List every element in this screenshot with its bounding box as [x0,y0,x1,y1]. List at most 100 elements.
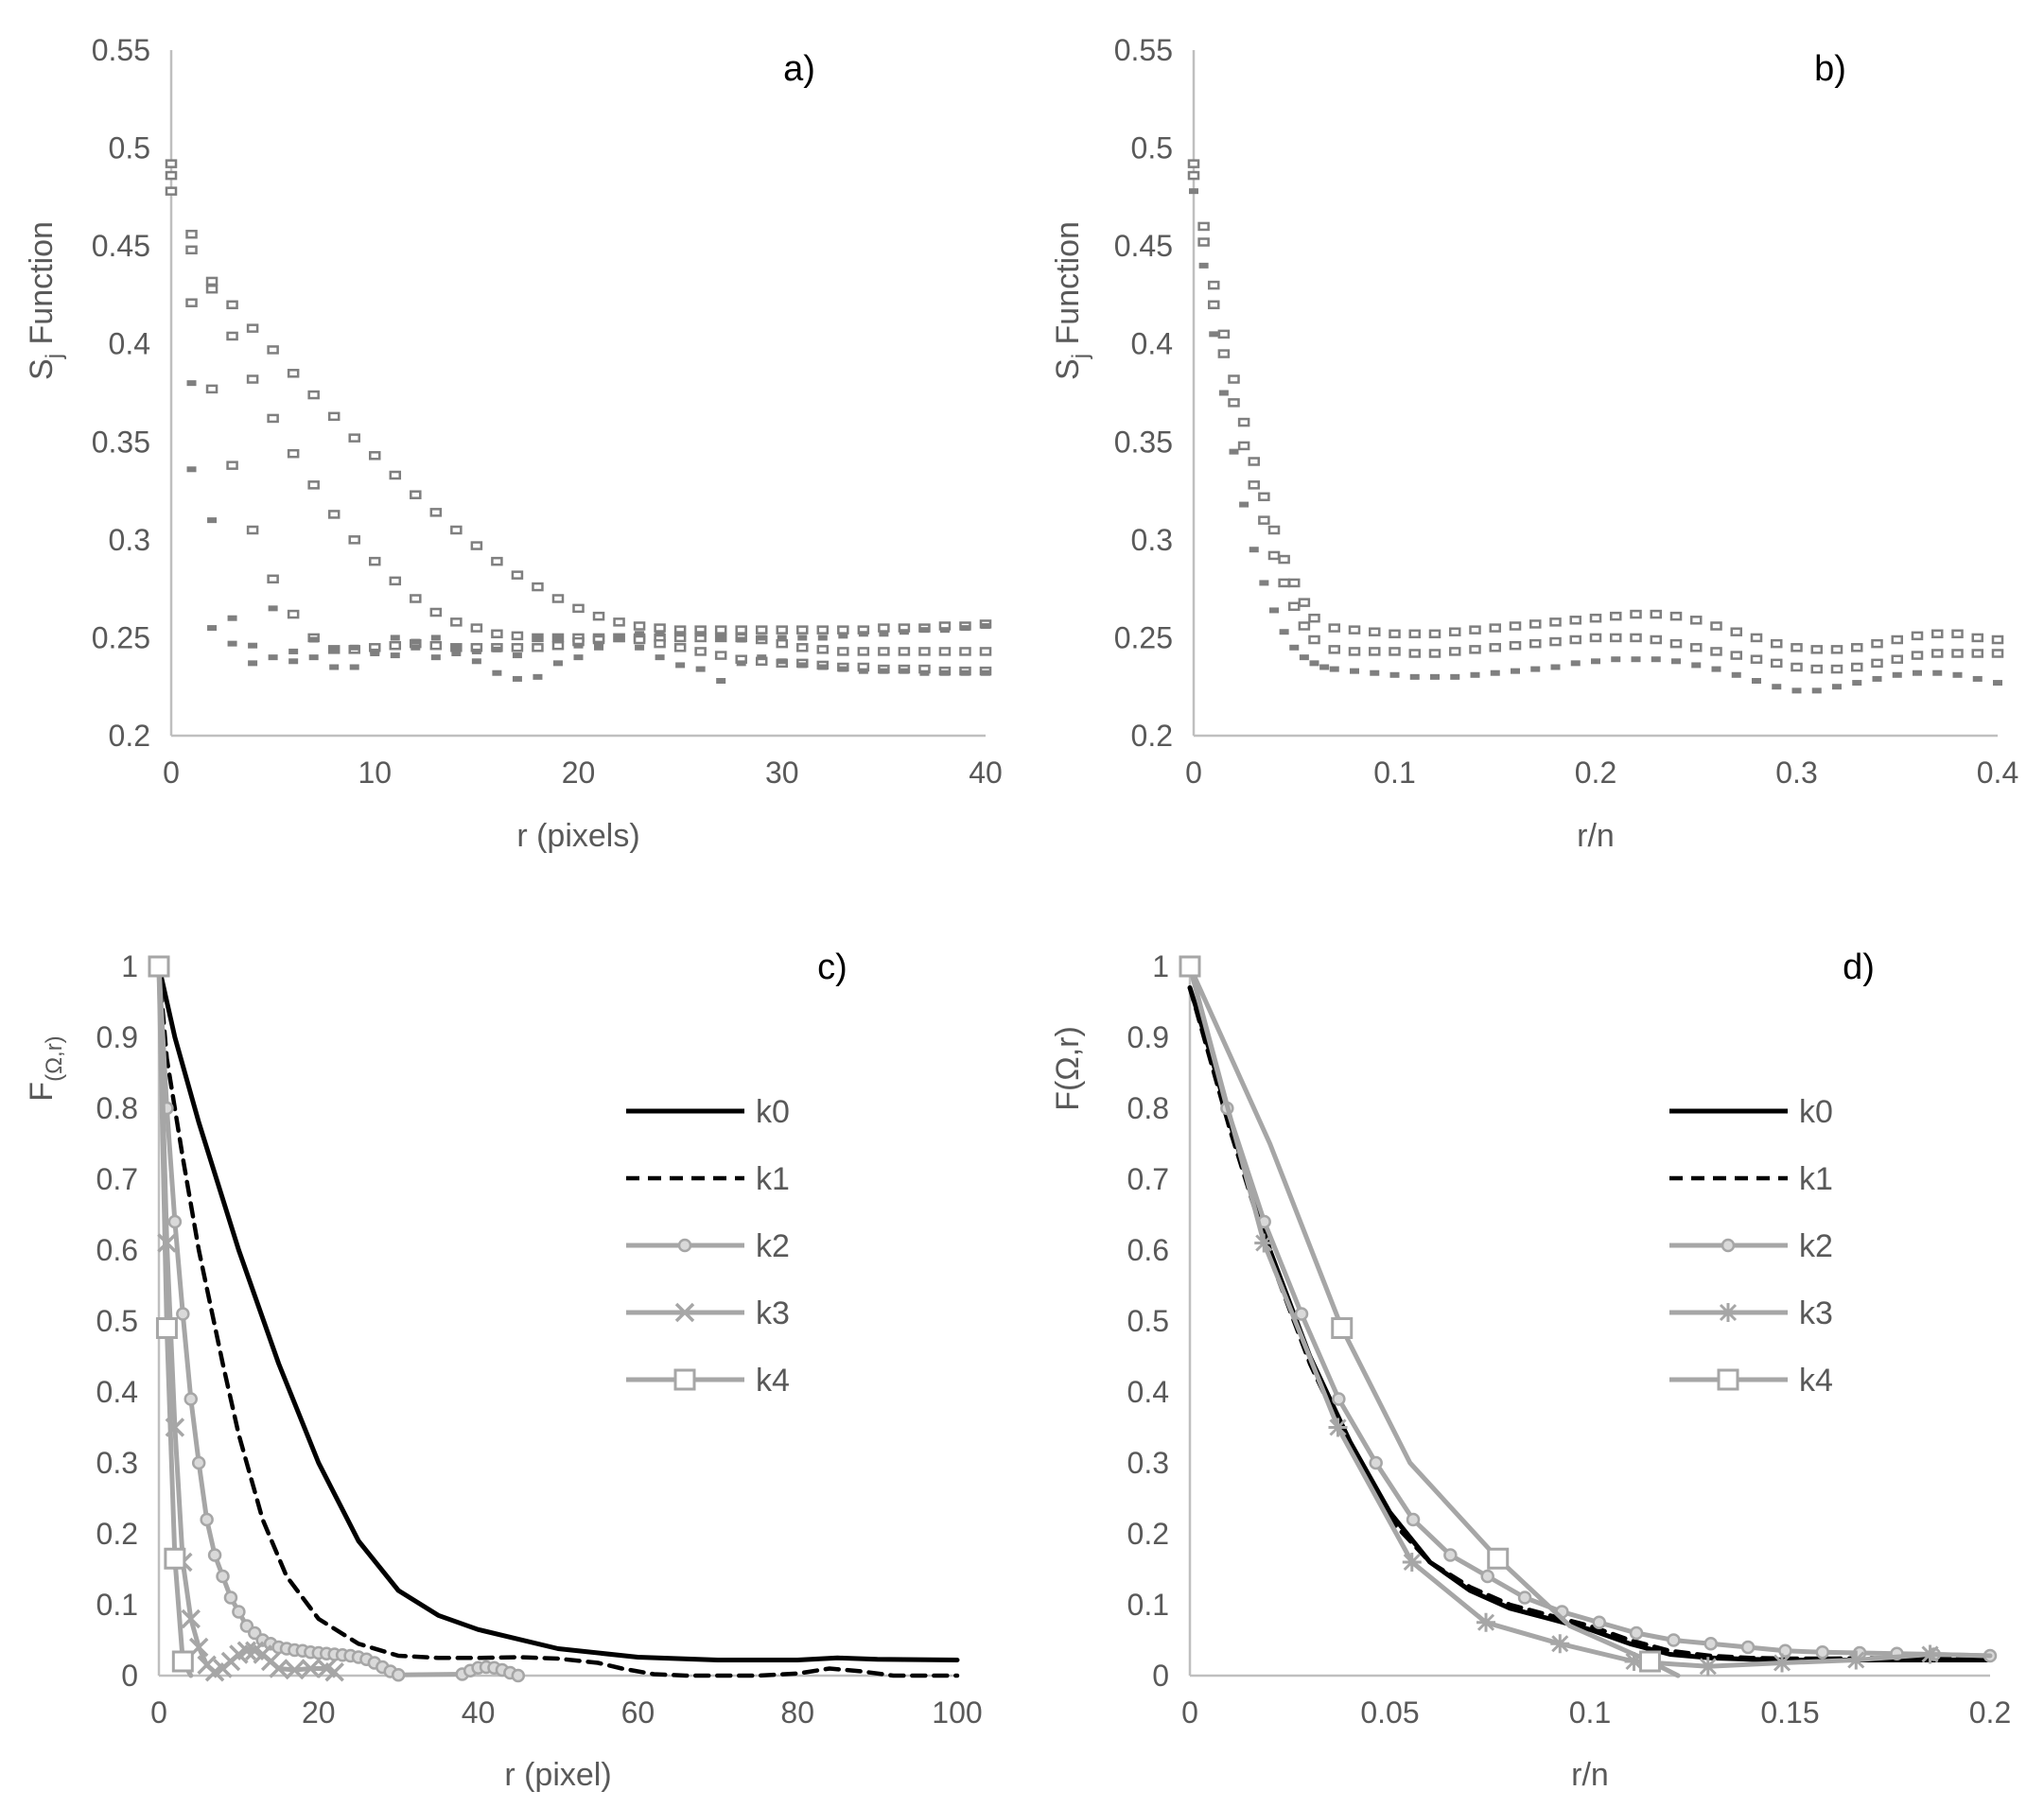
panel-b-point [1189,188,1198,195]
panel-a-point [207,517,218,524]
panel-a-point [226,331,238,341]
panel-b-y-tick-label: 0.25 [1114,620,1173,654]
panel-a-point [695,631,706,637]
panel-b-point [1350,668,1359,674]
panel-a-point [268,605,278,612]
panel-b-point [1972,675,1983,682]
panel-d-marker-k2 [1332,1392,1346,1406]
panel-b-point [1217,329,1231,339]
panel-a-point [714,625,727,635]
panel-a-point [307,480,320,490]
panel-b-point [1208,300,1220,310]
panel-b-point [1589,613,1602,623]
panel-b-point [1530,666,1541,672]
panel-b-point [1489,623,1501,633]
panel-c-legend-marker [673,1368,696,1391]
panel-a-point [511,631,524,641]
panel-a-point [511,570,524,580]
panel-a-point [573,654,584,661]
panel-a-point [185,229,198,239]
panel-a-point [939,669,950,676]
panel-d-y-tick-label: 0.3 [1127,1446,1169,1480]
panel-d-y-tick-label: 1 [1152,949,1169,983]
panel-a-point [470,623,483,633]
panel-a-point [205,276,218,287]
panel-b-series-middle [1187,170,2004,674]
panel-b-point [1450,673,1460,680]
panel-d-x-tick-label: 0.2 [1969,1695,2011,1730]
panel-d-y-tick-label: 0 [1152,1659,1169,1693]
panel-a-point [248,642,258,649]
panel-a-point [512,652,522,659]
panel-b-y-tick-label: 0.45 [1114,229,1173,263]
panel-d-y-axis-label: F(Ω,r) [1050,1026,1086,1111]
panel-b-point [1911,631,1924,641]
panel-a-series-s4 [186,380,990,684]
panel-c-line-f-vs-r-pixel: 0 0.1 0.2 0.3 0.4 0.5 0.6 0.7 0.8 0.9 1 0 20 40 60 80 10… [24,947,983,1793]
panel-a-point [960,669,970,676]
panel-b-point [1871,638,1883,649]
panel-a-point [451,644,462,651]
panel-c-marker-k3 [324,1662,344,1682]
panel-d-marker-k2 [1740,1640,1756,1655]
panel-d-marker-k3 [1254,1233,1274,1253]
panel-b-point [1650,609,1662,619]
panel-b-point [1267,550,1281,561]
panel-c-legend-marker [674,1302,695,1323]
panel-a-point [838,633,848,639]
panel-d-line-k1 [1187,985,1993,1661]
panel-c-y-tick-label: 0.4 [96,1375,138,1409]
panel-a-point [959,647,971,656]
panel-a-point [349,664,359,670]
panel-b-y-axis-label: Sj Function [1050,221,1093,380]
panel-b-point [1811,687,1822,694]
panel-b-x-tick-label: 0.2 [1575,756,1616,790]
panel-a-y-axis-label: Sj Function [24,221,67,380]
panel-a-point [675,662,686,669]
panel-d-legend: k0 k1 k2 k3 k4 [1669,1094,1833,1399]
panel-b-point [1750,654,1763,664]
panel-c-legend-item-k3: k3 [626,1295,790,1331]
panel-b-point [1832,684,1842,690]
panel-c-marker-k2 [207,1548,222,1562]
panel-a-point [716,678,726,684]
panel-a-point [308,654,319,661]
panel-a-point [838,666,848,672]
panel-a-point [268,654,278,661]
panel-b-point [1952,671,1963,678]
panel-c-y-tick-label: 0.1 [96,1588,138,1622]
panel-a-point [532,582,544,592]
panel-a-y-tick-label: 0.4 [109,327,150,361]
panel-c-series-k1 [156,964,960,1678]
panel-a-point [349,644,359,651]
panel-a-point [817,664,828,670]
panel-a-point [205,284,218,294]
panel-a-point [491,629,503,639]
panel-a-point [796,625,809,635]
panel-a-point [370,648,380,654]
panel-b-point [1299,654,1309,661]
panel-b-point [1610,633,1622,643]
panel-a-x-tick-label: 20 [562,756,596,790]
panel-d-line-f-vs-r-over-n: 0 0.1 0.2 0.3 0.4 0.5 0.6 0.7 0.8 0.9 1 0 0.05 0.1 0.1… [1050,947,2011,1793]
panel-b-point [1370,669,1380,676]
panel-d-marker-k2 [1406,1512,1421,1527]
panel-b-point [1428,629,1441,639]
panel-a-point [267,574,279,584]
panel-a-point [551,594,565,603]
panel-b-point [1309,660,1319,667]
panel-a-point [919,627,930,634]
panel-a-point [450,617,463,627]
panel-b-point [1288,601,1301,612]
panel-d-legend-item-k4: k4 [1669,1363,1833,1399]
panel-b-point [1348,647,1361,656]
panel-c-legend-marker [677,1238,692,1253]
panel-c-series-k0 [156,964,960,1662]
panel-a-point [227,640,237,647]
panel-c-legend-item-k0: k0 [626,1094,790,1130]
panel-b-point [1511,668,1520,674]
panel-a-point [655,631,665,637]
panel-a-point [450,525,463,535]
panel-a-point [248,660,258,667]
panel-d-marker-k3 [1698,1657,1718,1677]
